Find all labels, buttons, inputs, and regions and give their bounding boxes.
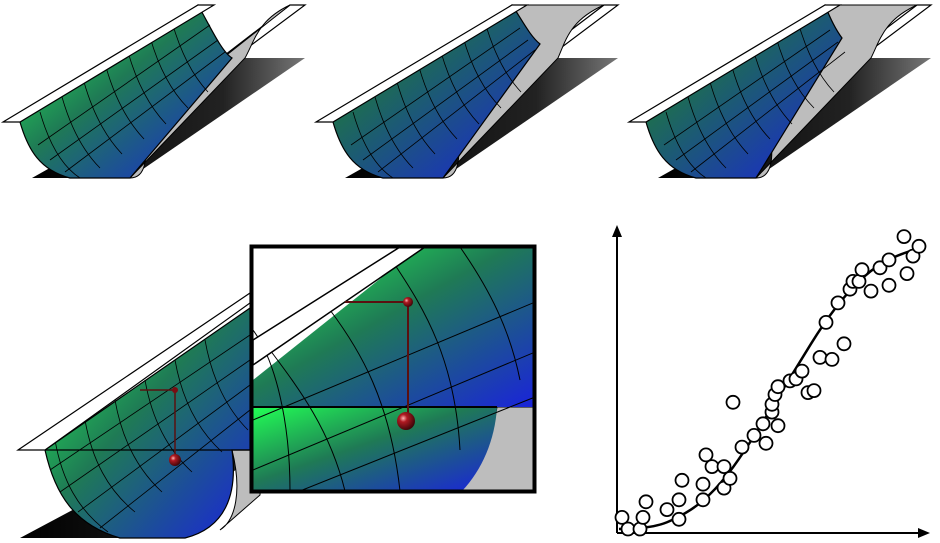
trough-surface [44, 306, 251, 539]
data-point [695, 476, 711, 492]
data-point [911, 238, 927, 254]
data-point [746, 427, 762, 443]
data-point [794, 363, 810, 379]
data-point [830, 295, 846, 311]
zoom-surface-lower [253, 407, 497, 491]
trough-grid [49, 334, 251, 533]
data-point [716, 459, 732, 475]
trough-panel-1 [0, 4, 307, 179]
trough-surface [645, 4, 843, 179]
trough-grid [663, 21, 846, 179]
data-point [659, 502, 675, 518]
data-point [758, 435, 774, 451]
data-point [695, 492, 711, 508]
trough-inner-wall [754, 4, 918, 179]
trough-grid [350, 21, 536, 179]
data-point [755, 416, 771, 432]
zoom-surface-upper [253, 247, 534, 407]
zoom-inset [249, 244, 537, 494]
trough-surface [19, 4, 233, 179]
zoom-frame [249, 244, 537, 494]
trough-near-rail [626, 4, 843, 123]
data-point [863, 283, 879, 299]
x-axis-arrow [918, 528, 930, 538]
trough-surface [332, 4, 541, 179]
data-point [704, 459, 720, 475]
data-points [614, 229, 927, 537]
trough-with-ball [16, 291, 320, 539]
ball-marker [169, 454, 181, 466]
data-point [818, 314, 834, 330]
data-point [734, 439, 750, 455]
data-point [899, 266, 915, 282]
data-point [770, 379, 786, 395]
data-point [806, 383, 822, 399]
data-point [635, 510, 651, 525]
ball-top-marker [172, 387, 178, 393]
data-point [812, 349, 828, 365]
zoom-ball-marker [397, 412, 415, 430]
trough-grid [37, 21, 226, 179]
trough-near-rail [313, 4, 530, 123]
data-point [896, 229, 912, 245]
data-point [725, 394, 741, 410]
data-point [770, 418, 786, 434]
data-point [614, 510, 630, 525]
data-point [854, 262, 870, 278]
data-point [881, 277, 897, 293]
data-point [836, 336, 852, 352]
data-point [671, 511, 687, 527]
data-point [881, 252, 897, 268]
data-point [824, 351, 840, 367]
trough-panel-2 [313, 4, 620, 179]
data-point [674, 472, 690, 488]
zoom-ball-top-marker [403, 297, 413, 307]
trough-panel-3 [626, 4, 933, 179]
data-point [638, 494, 654, 510]
trough-near-rail [0, 4, 217, 123]
zoom-near-rail [253, 247, 427, 366]
scatter-chart [612, 225, 930, 538]
data-point [698, 447, 714, 463]
y-axis-arrow [612, 225, 622, 237]
data-point [722, 470, 738, 486]
data-point [620, 521, 636, 537]
data-point [671, 492, 687, 508]
